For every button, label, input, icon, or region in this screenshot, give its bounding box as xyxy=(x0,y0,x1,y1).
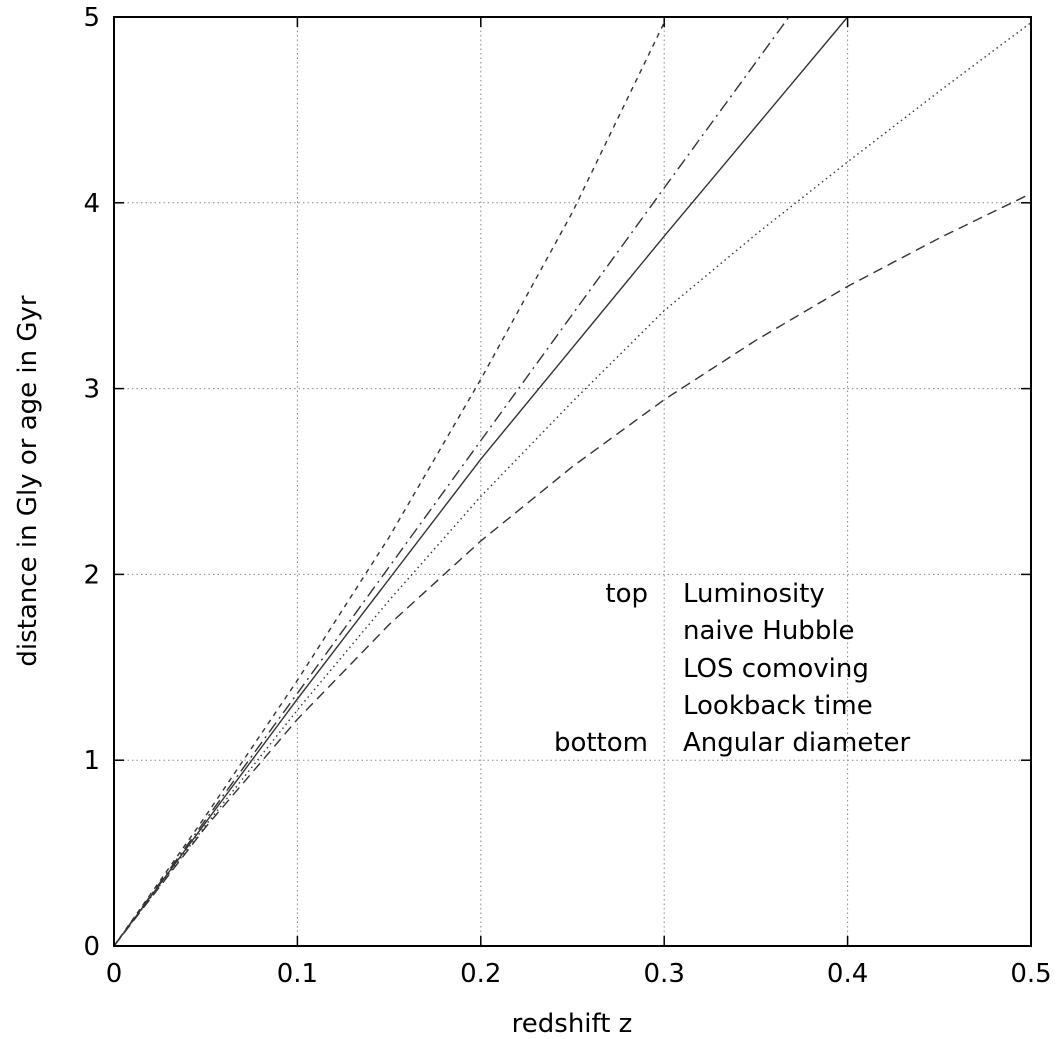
y-tick-label: 5 xyxy=(83,3,100,33)
x-tick-label: 0.2 xyxy=(460,959,501,989)
series-line-angular-diameter xyxy=(113,192,1032,947)
series-line-naive-hubble xyxy=(113,16,790,947)
series-line-lookback-time xyxy=(113,22,1032,947)
x-axis-title: redshift z xyxy=(512,1009,633,1039)
x-tick-label: 0.5 xyxy=(1010,959,1051,989)
y-tick-label: 4 xyxy=(83,189,100,219)
grid xyxy=(114,17,1031,946)
axis-ticks xyxy=(113,16,1032,947)
series-line-los-comoving xyxy=(113,16,849,947)
legend-top-label: top xyxy=(605,579,648,609)
plot-series xyxy=(113,16,1032,947)
legend-entry-lookback-time: Lookback time xyxy=(683,691,873,721)
legend-entry-naive-hubble: naive Hubble xyxy=(683,616,855,646)
tick-labels: 0 0.1 0.2 0.3 0.4 0.5 0 1 2 3 4 5 xyxy=(83,3,1051,989)
series-line-luminosity xyxy=(113,22,665,947)
y-axis-title: distance in Gly or age in Gyr xyxy=(13,295,43,666)
legend: top bottom Luminosity naive Hubble LOS c… xyxy=(554,579,911,758)
legend-entry-los-comoving: LOS comoving xyxy=(683,654,869,684)
legend-entry-luminosity: Luminosity xyxy=(683,579,825,609)
x-tick-label: 0.3 xyxy=(644,959,685,989)
x-tick-label: 0.1 xyxy=(277,959,318,989)
y-tick-label: 3 xyxy=(83,375,100,405)
y-tick-label: 0 xyxy=(83,932,100,962)
legend-bottom-label: bottom xyxy=(554,728,648,758)
y-tick-label: 1 xyxy=(83,746,100,776)
plot-frame xyxy=(113,16,1032,947)
x-tick-label: 0.4 xyxy=(827,959,868,989)
x-tick-label: 0 xyxy=(106,959,123,989)
y-tick-label: 2 xyxy=(83,560,100,590)
legend-entry-angular-diameter: Angular diameter xyxy=(683,728,911,758)
